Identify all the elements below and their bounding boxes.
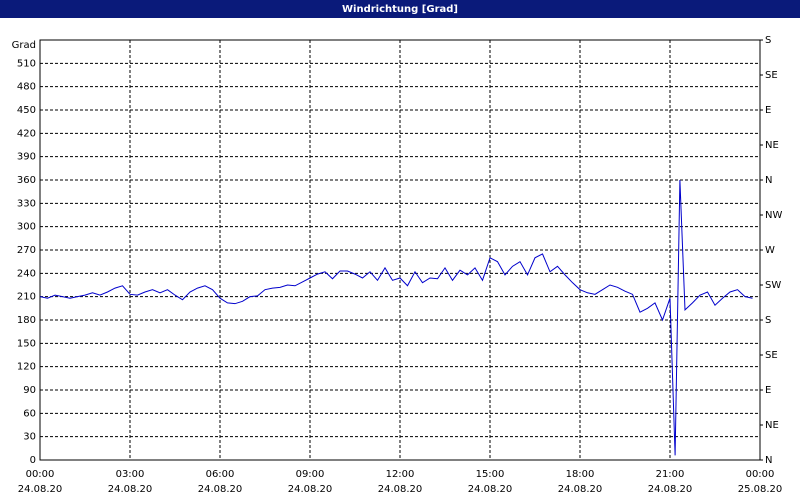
y2-tick-label: E bbox=[765, 385, 771, 396]
y-tick-label: 150 bbox=[17, 338, 36, 349]
y2-tick-label: SW bbox=[765, 280, 781, 291]
y-tick-label: 120 bbox=[17, 362, 36, 373]
y2-tick-label: W bbox=[765, 245, 775, 256]
y2-tick-label: SE bbox=[765, 70, 778, 81]
y-tick-label: 90 bbox=[23, 385, 36, 396]
x-tick-date: 25.08.20 bbox=[738, 484, 783, 495]
y-tick-label: 450 bbox=[17, 105, 36, 116]
y-tick-label: 210 bbox=[17, 292, 36, 303]
data-line bbox=[39, 179, 753, 456]
y-tick-label: 300 bbox=[17, 222, 36, 233]
x-tick-label: 09:00 bbox=[296, 469, 325, 480]
y-axis-label: Grad bbox=[12, 40, 36, 51]
y2-tick-label: E bbox=[765, 105, 771, 116]
y-tick-label: 330 bbox=[17, 198, 36, 209]
x-tick-label: 00:00 bbox=[746, 469, 775, 480]
y-tick-label: 360 bbox=[17, 175, 36, 186]
y-tick-label: 0 bbox=[30, 455, 36, 466]
y2-tick-label: NW bbox=[765, 210, 782, 221]
y-tick-label: 30 bbox=[23, 432, 36, 443]
x-tick-date: 24.08.20 bbox=[558, 484, 603, 495]
x-tick-date: 24.08.20 bbox=[378, 484, 423, 495]
x-tick-label: 18:00 bbox=[566, 469, 595, 480]
y2-tick-label: SE bbox=[765, 350, 778, 361]
y2-tick-label: NE bbox=[765, 420, 779, 431]
chart-title: Windrichtung [Grad] bbox=[342, 4, 458, 15]
x-tick-date: 24.08.20 bbox=[18, 484, 63, 495]
x-tick-date: 24.08.20 bbox=[108, 484, 153, 495]
x-tick-date: 24.08.20 bbox=[468, 484, 513, 495]
x-tick-label: 21:00 bbox=[656, 469, 685, 480]
x-tick-label: 12:00 bbox=[386, 469, 415, 480]
x-tick-label: 15:00 bbox=[476, 469, 505, 480]
y-tick-label: 60 bbox=[23, 408, 36, 419]
y2-tick-label: NE bbox=[765, 140, 779, 151]
y2-tick-label: S bbox=[765, 35, 771, 46]
y-tick-label: 270 bbox=[17, 245, 36, 256]
y2-tick-label: N bbox=[765, 455, 772, 466]
x-tick-date: 24.08.20 bbox=[288, 484, 333, 495]
y-tick-label: 420 bbox=[17, 128, 36, 139]
title-bar bbox=[0, 0, 800, 18]
y2-tick-label: S bbox=[765, 315, 771, 326]
x-tick-label: 03:00 bbox=[116, 469, 145, 480]
y-tick-label: 390 bbox=[17, 152, 36, 163]
y-tick-label: 480 bbox=[17, 82, 36, 93]
y-tick-label: 240 bbox=[17, 268, 36, 279]
x-tick-label: 00:00 bbox=[26, 469, 55, 480]
y-tick-label: 510 bbox=[17, 58, 36, 69]
y-tick-label: 180 bbox=[17, 315, 36, 326]
x-tick-label: 06:00 bbox=[206, 469, 235, 480]
y2-tick-label: N bbox=[765, 175, 772, 186]
x-tick-date: 24.08.20 bbox=[198, 484, 243, 495]
x-tick-date: 24.08.20 bbox=[648, 484, 693, 495]
